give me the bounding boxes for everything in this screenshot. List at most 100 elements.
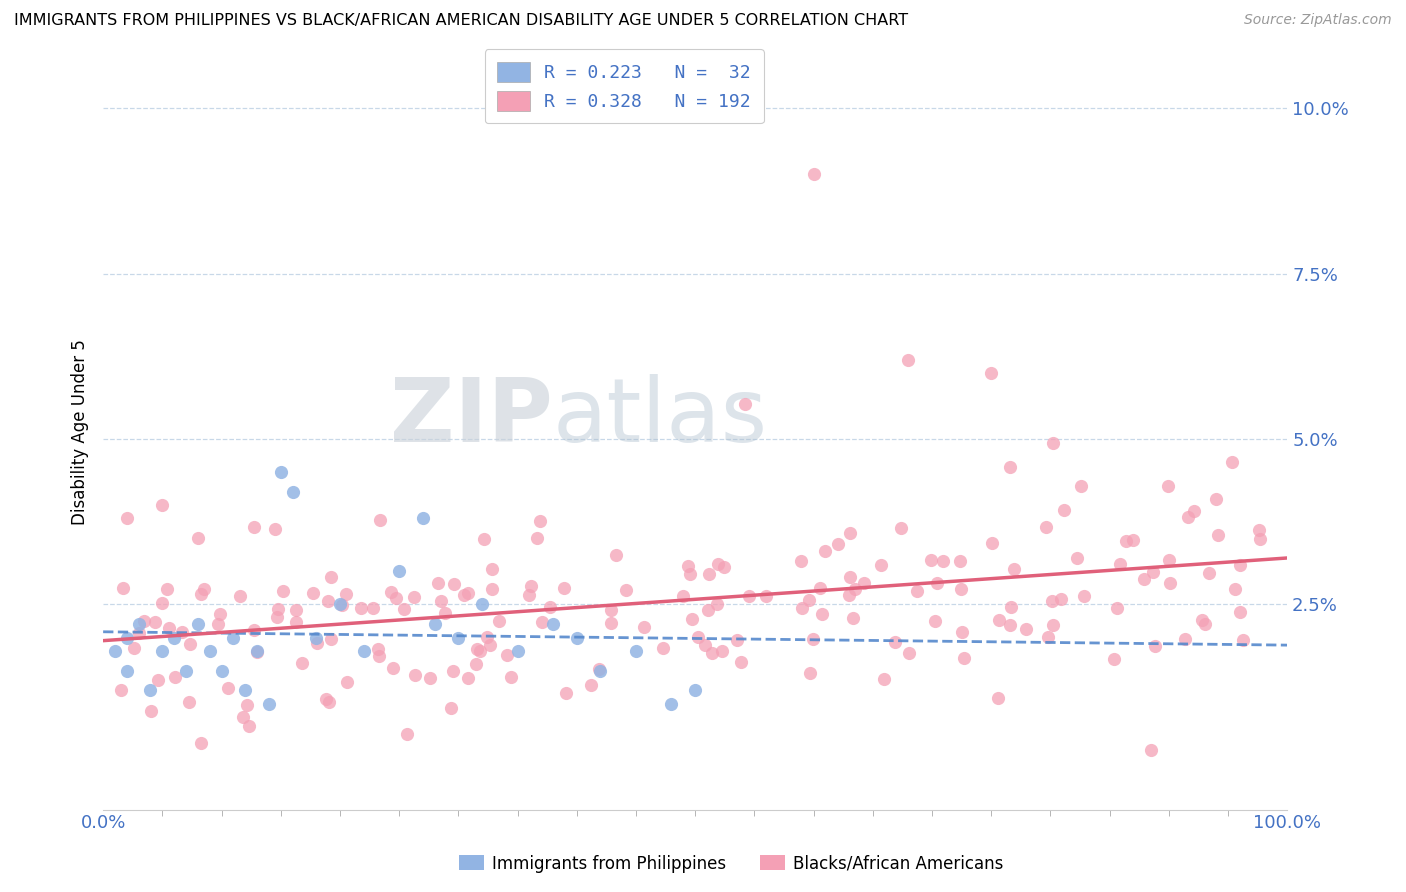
Point	[187, 617, 209, 632]
Point	[897, 352, 920, 367]
Point	[179, 637, 201, 651]
Point	[801, 632, 824, 647]
Point	[706, 597, 728, 611]
Point	[412, 511, 434, 525]
Point	[676, 559, 699, 574]
Point	[336, 674, 359, 689]
Point	[441, 664, 464, 678]
Point	[1198, 566, 1220, 580]
Point	[150, 644, 173, 658]
Point	[217, 681, 239, 695]
Point	[291, 656, 314, 670]
Point	[1105, 600, 1128, 615]
Point	[157, 621, 180, 635]
Point	[920, 553, 942, 567]
Point	[700, 646, 723, 660]
Point	[1220, 455, 1243, 469]
Point	[471, 598, 494, 612]
Point	[115, 511, 138, 525]
Point	[495, 648, 517, 663]
Text: Source: ZipAtlas.com: Source: ZipAtlas.com	[1244, 13, 1392, 28]
Point	[404, 590, 426, 604]
Point	[321, 570, 343, 584]
Point	[707, 558, 730, 572]
Point	[146, 673, 169, 687]
Point	[443, 576, 465, 591]
Point	[380, 585, 402, 599]
Point	[529, 514, 551, 528]
Point	[600, 615, 623, 630]
Y-axis label: Disability Age Under 5: Disability Age Under 5	[72, 340, 89, 525]
Point	[814, 544, 837, 558]
Point	[370, 513, 392, 527]
Text: IMMIGRANTS FROM PHILIPPINES VS BLACK/AFRICAN AMERICAN DISABILITY AGE UNDER 5 COR: IMMIGRANTS FROM PHILIPPINES VS BLACK/AFR…	[14, 13, 908, 29]
Point	[852, 575, 875, 590]
Point	[1159, 576, 1181, 591]
Point	[316, 594, 339, 608]
Point	[464, 657, 486, 671]
Point	[541, 617, 564, 632]
Point	[672, 589, 695, 603]
Point	[950, 624, 973, 639]
Point	[190, 587, 212, 601]
Point	[427, 576, 450, 591]
Point	[987, 690, 1010, 705]
Point	[481, 582, 503, 596]
Point	[873, 672, 896, 686]
Point	[1042, 617, 1064, 632]
Point	[270, 465, 292, 479]
Point	[222, 631, 245, 645]
Point	[479, 638, 502, 652]
Point	[468, 643, 491, 657]
Point	[419, 672, 441, 686]
Point	[404, 667, 426, 681]
Point	[115, 631, 138, 645]
Point	[624, 644, 647, 658]
Point	[440, 701, 463, 715]
Point	[1177, 509, 1199, 524]
Point	[839, 526, 862, 541]
Point	[792, 601, 814, 615]
Point	[368, 648, 391, 663]
Point	[1050, 592, 1073, 607]
Point	[1122, 533, 1144, 547]
Point	[730, 655, 752, 669]
Point	[1225, 582, 1247, 596]
Point	[134, 614, 156, 628]
Point	[139, 683, 162, 698]
Point	[1053, 503, 1076, 517]
Point	[481, 562, 503, 576]
Point	[302, 586, 325, 600]
Point	[332, 598, 354, 612]
Point	[208, 607, 231, 621]
Point	[238, 719, 260, 733]
Point	[150, 596, 173, 610]
Point	[353, 644, 375, 658]
Point	[1206, 527, 1229, 541]
Point	[517, 588, 540, 602]
Point	[1174, 632, 1197, 646]
Point	[842, 611, 865, 625]
Point	[198, 644, 221, 658]
Point	[579, 678, 602, 692]
Point	[1133, 572, 1156, 586]
Point	[1115, 534, 1137, 549]
Point	[447, 631, 470, 645]
Point	[257, 697, 280, 711]
Point	[156, 582, 179, 596]
Point	[695, 638, 717, 652]
Point	[207, 617, 229, 632]
Point	[1070, 479, 1092, 493]
Point	[266, 610, 288, 624]
Point	[931, 554, 953, 568]
Point	[953, 651, 976, 665]
Point	[115, 664, 138, 678]
Point	[1191, 614, 1213, 628]
Point	[172, 625, 194, 640]
Point	[235, 698, 257, 713]
Point	[1000, 599, 1022, 614]
Point	[725, 632, 748, 647]
Point	[1157, 553, 1180, 567]
Point	[1015, 622, 1038, 636]
Point	[190, 736, 212, 750]
